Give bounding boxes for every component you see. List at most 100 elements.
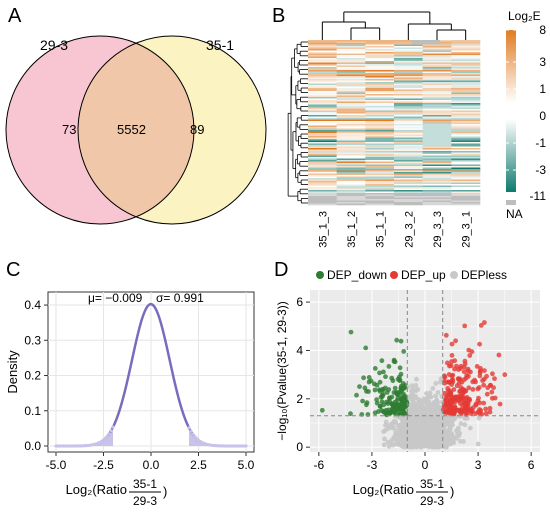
- heatmap-cell: [308, 95, 337, 98]
- heatmap-cell: [365, 125, 395, 128]
- heatmap-cell: [394, 167, 423, 170]
- heatmap-cell: [451, 88, 481, 90]
- volcano-point: [497, 401, 503, 407]
- heatmap-cell: [365, 40, 395, 42]
- heatmap-cell: [394, 58, 423, 60]
- heatmap-cell: [308, 59, 337, 62]
- heatmap-cell: [365, 173, 395, 176]
- volcano-point: [393, 420, 398, 425]
- heatmap-cell: [365, 103, 395, 105]
- heatmap-cell: [422, 203, 452, 206]
- heatmap-cell: [422, 64, 452, 66]
- volcano-point: [473, 401, 479, 407]
- volcano-x-tick-label: 3: [475, 458, 482, 472]
- volcano-point: [383, 419, 389, 425]
- heatmap-column-label: 35_1_1: [375, 211, 387, 248]
- heatmap-cell: [308, 118, 337, 120]
- density-sigma-label: σ= 0.991: [156, 291, 204, 305]
- volcano-points: [319, 320, 508, 450]
- heatmap-cell: [451, 94, 481, 96]
- heatmap-cell: [365, 136, 395, 138]
- volcano-point: [443, 399, 448, 404]
- heatmap-cell: [365, 169, 395, 171]
- volcano-point: [412, 395, 418, 401]
- volcano-point: [466, 385, 472, 391]
- volcano-point: [374, 400, 380, 406]
- heatmap-cell: [308, 119, 337, 122]
- heatmap-cell: [308, 121, 337, 123]
- heatmap-cell: [394, 115, 423, 117]
- heatmap-cell: [394, 61, 423, 63]
- heatmap-legend-tick: -1: [535, 136, 546, 150]
- volcano-point: [416, 417, 422, 423]
- heatmap-cell: [336, 176, 366, 179]
- heatmap-cell: [365, 100, 395, 102]
- heatmap-cell: [365, 56, 395, 59]
- heatmap-cell: [422, 76, 452, 78]
- heatmap-cell: [394, 65, 423, 68]
- venn-panel: A 29-3 35-1 73 5552 89: [0, 0, 270, 250]
- heatmap-cell: [451, 80, 481, 83]
- heatmap-cell: [394, 128, 423, 131]
- heatmap-cell: [451, 112, 481, 114]
- heatmap-cell: [308, 124, 337, 126]
- volcano-point: [400, 399, 406, 404]
- heatmap-cell: [365, 194, 395, 197]
- heatmap-cell: [451, 154, 481, 156]
- heatmap-cell: [365, 191, 395, 194]
- heatmap-cell: [365, 82, 395, 84]
- heatmap-cell: [365, 112, 395, 114]
- heatmap-cell: [422, 52, 452, 54]
- heatmap-cell: [365, 118, 395, 120]
- volcano-point: [374, 397, 379, 402]
- heatmap-cell: [365, 158, 395, 161]
- heatmap-cell: [365, 50, 395, 53]
- heatmap-legend-na: NA: [506, 207, 523, 221]
- heatmap-cell: [336, 106, 366, 108]
- heatmap-cell: [308, 142, 337, 144]
- heatmap-cell: [422, 113, 452, 116]
- heatmap-cell: [422, 47, 452, 50]
- volcano-point: [447, 405, 453, 411]
- volcano-point: [483, 411, 489, 416]
- heatmap-cell: [336, 67, 366, 69]
- heatmap-cell: [422, 46, 452, 48]
- volcano-svg: D DEP_down DEP_up DEPless -6 -3 0 3 6 0 2 4 6 −…: [274, 259, 540, 508]
- heatmap-cell: [308, 200, 337, 203]
- volcano-point: [398, 421, 404, 427]
- heatmap-cell: [451, 77, 481, 80]
- heatmap-cell: [451, 158, 481, 161]
- heatmap-cell: [422, 94, 452, 96]
- volcano-point: [398, 338, 404, 344]
- heatmap-cell: [394, 169, 423, 171]
- volcano-point: [393, 441, 399, 447]
- heatmap-cell: [451, 131, 481, 134]
- heatmap-cell: [336, 110, 366, 113]
- heatmap-cell: [308, 176, 337, 179]
- heatmap-cell: [422, 137, 452, 140]
- heatmap-cell: [422, 55, 452, 57]
- density-point: [189, 429, 193, 433]
- heatmap-cell: [365, 73, 395, 75]
- heatmap-cell: [422, 187, 452, 189]
- heatmap-cell: [308, 145, 337, 147]
- heatmap-cell: [336, 91, 366, 93]
- heatmap-cell: [422, 131, 452, 134]
- heatmap-cell: [451, 155, 481, 158]
- volcano-point: [469, 408, 474, 414]
- heatmap-cell: [365, 163, 395, 165]
- heatmap-cell: [422, 62, 452, 65]
- heatmap-cell: [308, 169, 337, 171]
- volcano-point: [482, 368, 487, 373]
- heatmap-cell: [451, 139, 481, 141]
- heatmap-cell: [336, 107, 366, 110]
- volcano-point: [481, 382, 487, 388]
- heatmap-cell: [336, 148, 366, 150]
- heatmap-cell: [308, 191, 337, 194]
- volcano-point: [364, 400, 370, 406]
- heatmap-cell: [451, 140, 481, 143]
- volcano-point: [374, 382, 380, 388]
- heatmap-cell: [422, 44, 452, 47]
- heatmap-cell: [422, 73, 452, 75]
- heatmap-cell: [308, 163, 337, 165]
